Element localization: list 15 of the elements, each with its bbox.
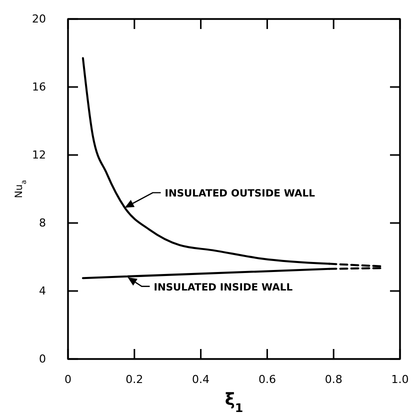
x-tick-label: 0 — [64, 372, 72, 386]
annotation: INSULATED INSIDE WALL — [154, 282, 294, 294]
annotation: INSULATED OUTSIDE WALL — [164, 188, 316, 200]
y-tick-label: 0 — [39, 352, 46, 366]
y-tick-label: 20 — [32, 12, 46, 26]
y-tick-label: 12 — [32, 148, 46, 162]
x-tick-label: 0.2 — [126, 372, 144, 386]
x-tick-label: 0.4 — [192, 372, 210, 386]
y-tick-label: 8 — [39, 216, 46, 230]
x-axis-title: ξ$_{1}$ — [224, 390, 244, 414]
x-tick-label: 0.6 — [258, 372, 276, 386]
y-tick-label: 16 — [32, 80, 46, 94]
x-tick-label: 0.8 — [324, 372, 342, 386]
y-tick-label: 4 — [39, 284, 46, 298]
x-tick-label: 1.0 — [391, 372, 409, 386]
